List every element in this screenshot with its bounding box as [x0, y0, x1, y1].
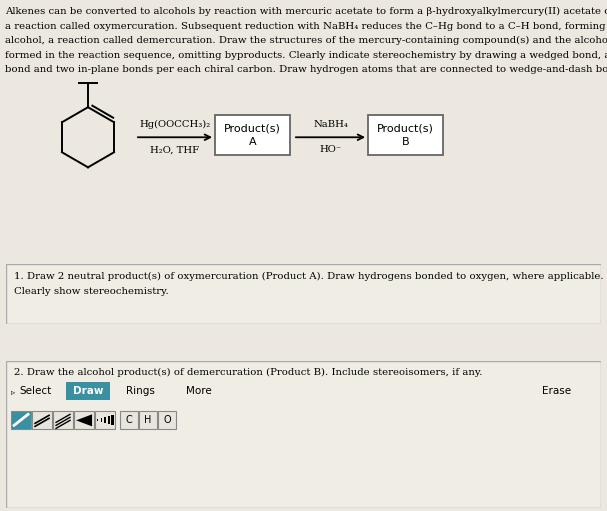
Bar	[368, 115, 443, 155]
Text: Product(s)
B: Product(s) B	[377, 124, 434, 147]
Polygon shape	[107, 416, 110, 424]
Text: 2. Draw the alcohol product(s) of demercuration (Product B). Include stereoisome: 2. Draw the alcohol product(s) of demerc…	[14, 368, 483, 378]
Text: ▹: ▹	[11, 387, 15, 396]
Bar	[215, 115, 290, 155]
Text: Alkenes can be converted to alcohols by reaction with mercuric acetate to form a: Alkenes can be converted to alcohols by …	[5, 7, 607, 16]
Text: Draw: Draw	[73, 386, 103, 397]
Text: Product(s)
A: Product(s) A	[224, 124, 281, 147]
Bar	[11, 411, 31, 429]
Text: 1. Draw 2 neutral product(s) of oxymercuration (Product A). Draw hydrogens bonde: 1. Draw 2 neutral product(s) of oxymercu…	[14, 272, 604, 282]
Text: Select: Select	[19, 386, 52, 397]
Bar	[66, 382, 110, 400]
Text: H₂O, THF: H₂O, THF	[151, 145, 200, 154]
Text: NaBH₄: NaBH₄	[313, 120, 348, 129]
Text: alcohol, a reaction called demercuration. Draw the structures of the mercury-con: alcohol, a reaction called demercuration…	[5, 36, 607, 45]
Bar	[120, 411, 138, 429]
Text: Clearly show stereochemistry.: Clearly show stereochemistry.	[14, 287, 169, 296]
Text: Erase: Erase	[542, 386, 571, 397]
Polygon shape	[104, 417, 106, 423]
Text: More: More	[186, 386, 212, 397]
Bar	[139, 411, 157, 429]
Text: a reaction called oxymercuration. Subsequent reduction with NaBH₄ reduces the C–: a reaction called oxymercuration. Subseq…	[5, 21, 607, 31]
Text: H: H	[144, 415, 152, 425]
Text: C: C	[126, 415, 132, 425]
Text: HO⁻: HO⁻	[319, 145, 342, 154]
Polygon shape	[97, 420, 98, 422]
Text: Hg(OOCCH₃)₂: Hg(OOCCH₃)₂	[140, 120, 211, 129]
Polygon shape	[101, 419, 102, 423]
Polygon shape	[76, 414, 92, 426]
Text: bond and two in-plane bonds per each chiral carbon. Draw hydrogen atoms that are: bond and two in-plane bonds per each chi…	[5, 65, 607, 74]
Bar	[32, 411, 52, 429]
Polygon shape	[111, 415, 114, 425]
Bar	[74, 411, 94, 429]
Text: O: O	[163, 415, 171, 425]
Bar	[158, 411, 176, 429]
Bar	[95, 411, 115, 429]
Bar	[53, 411, 73, 429]
Text: Rings: Rings	[126, 386, 155, 397]
Text: formed in the reaction sequence, omitting byproducts. Clearly indicate stereoche: formed in the reaction sequence, omittin…	[5, 51, 607, 60]
